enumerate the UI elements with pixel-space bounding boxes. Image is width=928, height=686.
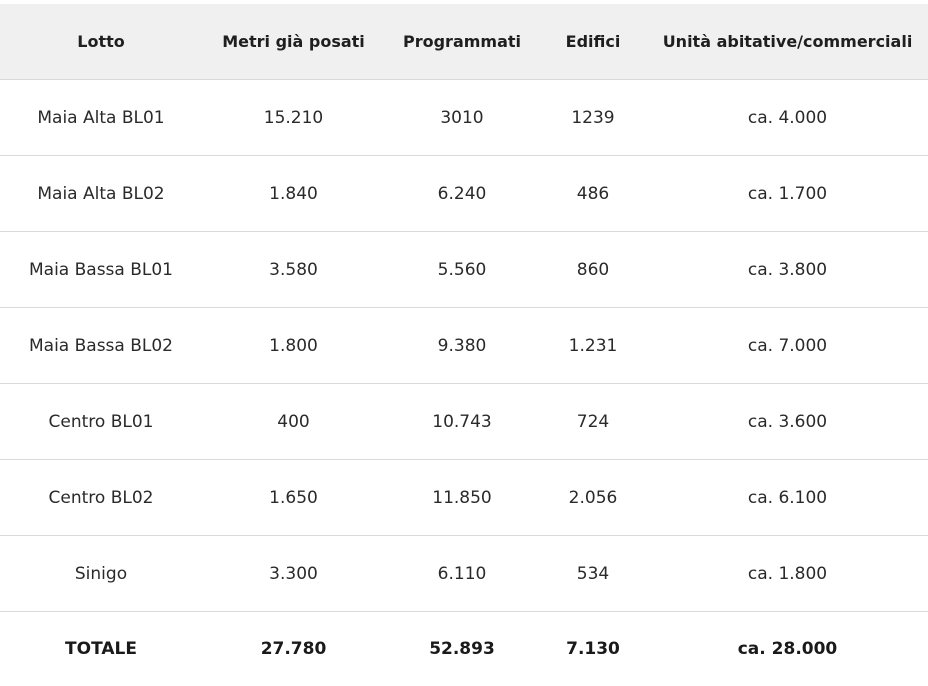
header-metri-posati: Metri già posati: [202, 4, 385, 80]
header-row: Lotto Metri già posati Programmati Edifi…: [0, 4, 928, 80]
table-row: Maia Bassa BL02 1.800 9.380 1.231 ca. 7.…: [0, 308, 928, 384]
total-label: TOTALE: [0, 612, 202, 686]
cell-programmati: 11.850: [385, 460, 539, 536]
table-row: Centro BL01 400 10.743 724 ca. 3.600: [0, 384, 928, 460]
cell-metri-posati: 3.580: [202, 232, 385, 308]
header-edifici: Edifici: [539, 4, 647, 80]
cell-lotto: Maia Bassa BL02: [0, 308, 202, 384]
header-unita: Unità abitative/commerciali: [647, 4, 928, 80]
cell-metri-posati: 1.800: [202, 308, 385, 384]
cell-edifici: 1.231: [539, 308, 647, 384]
cell-unita: ca. 1.800: [647, 536, 928, 612]
total-edifici: 7.130: [539, 612, 647, 686]
cell-lotto: Maia Alta BL01: [0, 80, 202, 156]
header-lotto: Lotto: [0, 4, 202, 80]
data-table: Lotto Metri già posati Programmati Edifi…: [0, 4, 928, 686]
total-programmati: 52.893: [385, 612, 539, 686]
cell-unita: ca. 3.800: [647, 232, 928, 308]
table-row: Sinigo 3.300 6.110 534 ca. 1.800: [0, 536, 928, 612]
cell-unita: ca. 7.000: [647, 308, 928, 384]
cell-metri-posati: 15.210: [202, 80, 385, 156]
cell-programmati: 6.240: [385, 156, 539, 232]
table-header: Lotto Metri già posati Programmati Edifi…: [0, 4, 928, 80]
cell-programmati: 3010: [385, 80, 539, 156]
cell-lotto: Sinigo: [0, 536, 202, 612]
cell-unita: ca. 1.700: [647, 156, 928, 232]
total-metri-posati: 27.780: [202, 612, 385, 686]
cell-metri-posati: 3.300: [202, 536, 385, 612]
total-unita: ca. 28.000: [647, 612, 928, 686]
cell-programmati: 6.110: [385, 536, 539, 612]
cell-unita: ca. 3.600: [647, 384, 928, 460]
cell-metri-posati: 400: [202, 384, 385, 460]
cell-edifici: 534: [539, 536, 647, 612]
cell-edifici: 860: [539, 232, 647, 308]
cell-metri-posati: 1.650: [202, 460, 385, 536]
header-programmati: Programmati: [385, 4, 539, 80]
table-body: Maia Alta BL01 15.210 3010 1239 ca. 4.00…: [0, 80, 928, 686]
cell-edifici: 2.056: [539, 460, 647, 536]
cell-unita: ca. 6.100: [647, 460, 928, 536]
cell-edifici: 486: [539, 156, 647, 232]
cell-programmati: 10.743: [385, 384, 539, 460]
cell-metri-posati: 1.840: [202, 156, 385, 232]
cell-programmati: 5.560: [385, 232, 539, 308]
table-row: Maia Bassa BL01 3.580 5.560 860 ca. 3.80…: [0, 232, 928, 308]
cell-programmati: 9.380: [385, 308, 539, 384]
cell-lotto: Maia Bassa BL01: [0, 232, 202, 308]
table-row: Centro BL02 1.650 11.850 2.056 ca. 6.100: [0, 460, 928, 536]
table-row: Maia Alta BL01 15.210 3010 1239 ca. 4.00…: [0, 80, 928, 156]
cell-unita: ca. 4.000: [647, 80, 928, 156]
cell-lotto: Maia Alta BL02: [0, 156, 202, 232]
cell-lotto: Centro BL02: [0, 460, 202, 536]
total-row: TOTALE 27.780 52.893 7.130 ca. 28.000: [0, 612, 928, 686]
cell-edifici: 1239: [539, 80, 647, 156]
cell-lotto: Centro BL01: [0, 384, 202, 460]
table-row: Maia Alta BL02 1.840 6.240 486 ca. 1.700: [0, 156, 928, 232]
cell-edifici: 724: [539, 384, 647, 460]
